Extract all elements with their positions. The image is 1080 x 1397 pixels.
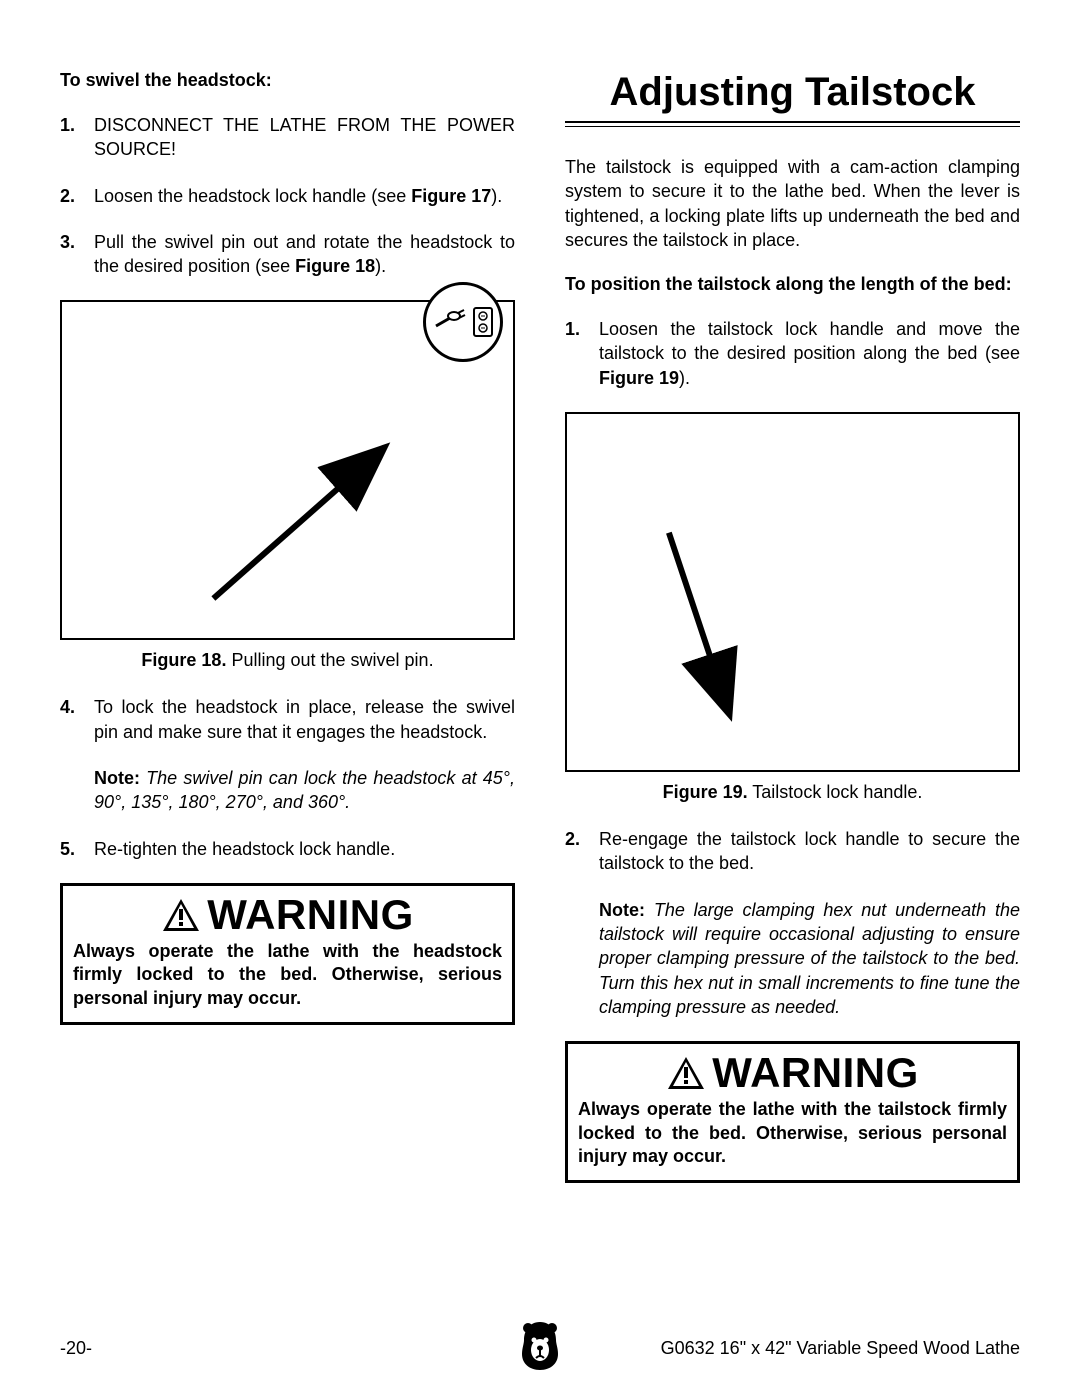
swivel-heading: To swivel the headstock: xyxy=(60,70,515,91)
ts-note-label: Note: xyxy=(599,900,645,920)
warning-triangle-icon xyxy=(161,897,201,933)
warning-text-right: Always operate the lathe with the tailst… xyxy=(578,1098,1007,1168)
figure-19-caption: Figure 19. Tailstock lock handle. xyxy=(565,782,1020,803)
ts-step-2-text: Re-engage the tailstock lock handle to s… xyxy=(599,829,1020,873)
footer-logo xyxy=(516,1320,564,1377)
step-4: To lock the headstock in place, release … xyxy=(60,695,515,814)
ts-note-text: The large clamping hex nut under­neath t… xyxy=(599,900,1020,1017)
step-5-text: Re-tighten the headstock lock handle. xyxy=(94,839,395,859)
ts-step-1-ref: Figure 19 xyxy=(599,368,679,388)
step-2: Loosen the headstock lock handle (see Fi… xyxy=(60,184,515,208)
page-number: -20- xyxy=(60,1338,92,1359)
note-text: The swivel pin can lock the headstock at… xyxy=(94,768,515,812)
step-3-post: ). xyxy=(375,256,386,276)
warning-heading-left: WARNING xyxy=(73,894,502,936)
figure-18-box xyxy=(60,300,515,640)
fig19-rest: Tailstock lock handle. xyxy=(748,782,923,802)
note-label: Note: xyxy=(94,768,140,788)
unplug-icon xyxy=(423,282,503,362)
title-rule-2 xyxy=(565,126,1020,127)
step-2-post: ). xyxy=(491,186,502,206)
doc-title: G0632 16" x 42" Variable Speed Wood Lath… xyxy=(661,1338,1020,1359)
step-3: Pull the swivel pin out and rotate the h… xyxy=(60,230,515,279)
ts-note: Note: The large clamping hex nut under­n… xyxy=(599,898,1020,1019)
ts-step-1: Loosen the tailstock lock handle and mov… xyxy=(565,317,1020,390)
ts-step-1-post: ). xyxy=(679,368,690,388)
step-2-pre: Loosen the headstock lock handle (see xyxy=(94,186,411,206)
right-column: Adjusting Tailstock The tailstock is equ… xyxy=(565,70,1020,1183)
step-2-ref: Figure 17 xyxy=(411,186,491,206)
title-rule-1 xyxy=(565,121,1020,123)
warning-triangle-icon-r xyxy=(666,1055,706,1091)
step-4-note: Note: The swivel pin can lock the headst… xyxy=(94,766,515,815)
warning-text-left: Always operate the lathe with the headst… xyxy=(73,940,502,1010)
tailstock-lead: To position the tailstock along the leng… xyxy=(565,274,1020,295)
fig18-bold: Figure 18. xyxy=(141,650,226,670)
left-column: To swivel the headstock: DISCONNECT THE … xyxy=(60,70,515,1183)
figure-19-arrow xyxy=(567,414,1018,770)
swivel-steps-a: DISCONNECT THE LATHE FROM THE POWER SOUR… xyxy=(60,113,515,278)
figure-18-caption: Figure 18. Pulling out the swivel pin. xyxy=(60,650,515,671)
fig18-rest: Pulling out the swivel pin. xyxy=(226,650,433,670)
ts-step-1-pre: Loosen the tailstock lock handle and mov… xyxy=(599,319,1020,363)
warning-label-right: WARNING xyxy=(712,1052,919,1094)
step-1-text: DISCONNECT THE LATHE FROM THE POWER SOUR… xyxy=(94,115,515,159)
page: To swivel the headstock: DISCONNECT THE … xyxy=(0,0,1080,1223)
tailstock-intro: The tailstock is equipped with a cam-act… xyxy=(565,155,1020,252)
swivel-steps-b: To lock the headstock in place, release … xyxy=(60,695,515,860)
warning-box-left: WARNING Always operate the lathe with th… xyxy=(60,883,515,1025)
warning-box-right: WARNING Always operate the lathe with th… xyxy=(565,1041,1020,1183)
step-3-ref: Figure 18 xyxy=(295,256,375,276)
step-4-text: To lock the headstock in place, release … xyxy=(94,697,515,741)
step-5: Re-tighten the headstock lock handle. xyxy=(60,837,515,861)
section-title: Adjusting Tailstock xyxy=(565,70,1020,115)
step-1: DISCONNECT THE LATHE FROM THE POWER SOUR… xyxy=(60,113,515,162)
tailstock-steps-a: Loosen the tailstock lock handle and mov… xyxy=(565,317,1020,390)
warning-label-left: WARNING xyxy=(207,894,414,936)
warning-heading-right: WARNING xyxy=(578,1052,1007,1094)
fig19-bold: Figure 19. xyxy=(663,782,748,802)
figure-19-box xyxy=(565,412,1020,772)
tailstock-steps-b: Re-engage the tailstock lock handle to s… xyxy=(565,827,1020,1019)
bear-icon xyxy=(516,1320,564,1372)
ts-step-2: Re-engage the tailstock lock handle to s… xyxy=(565,827,1020,1019)
